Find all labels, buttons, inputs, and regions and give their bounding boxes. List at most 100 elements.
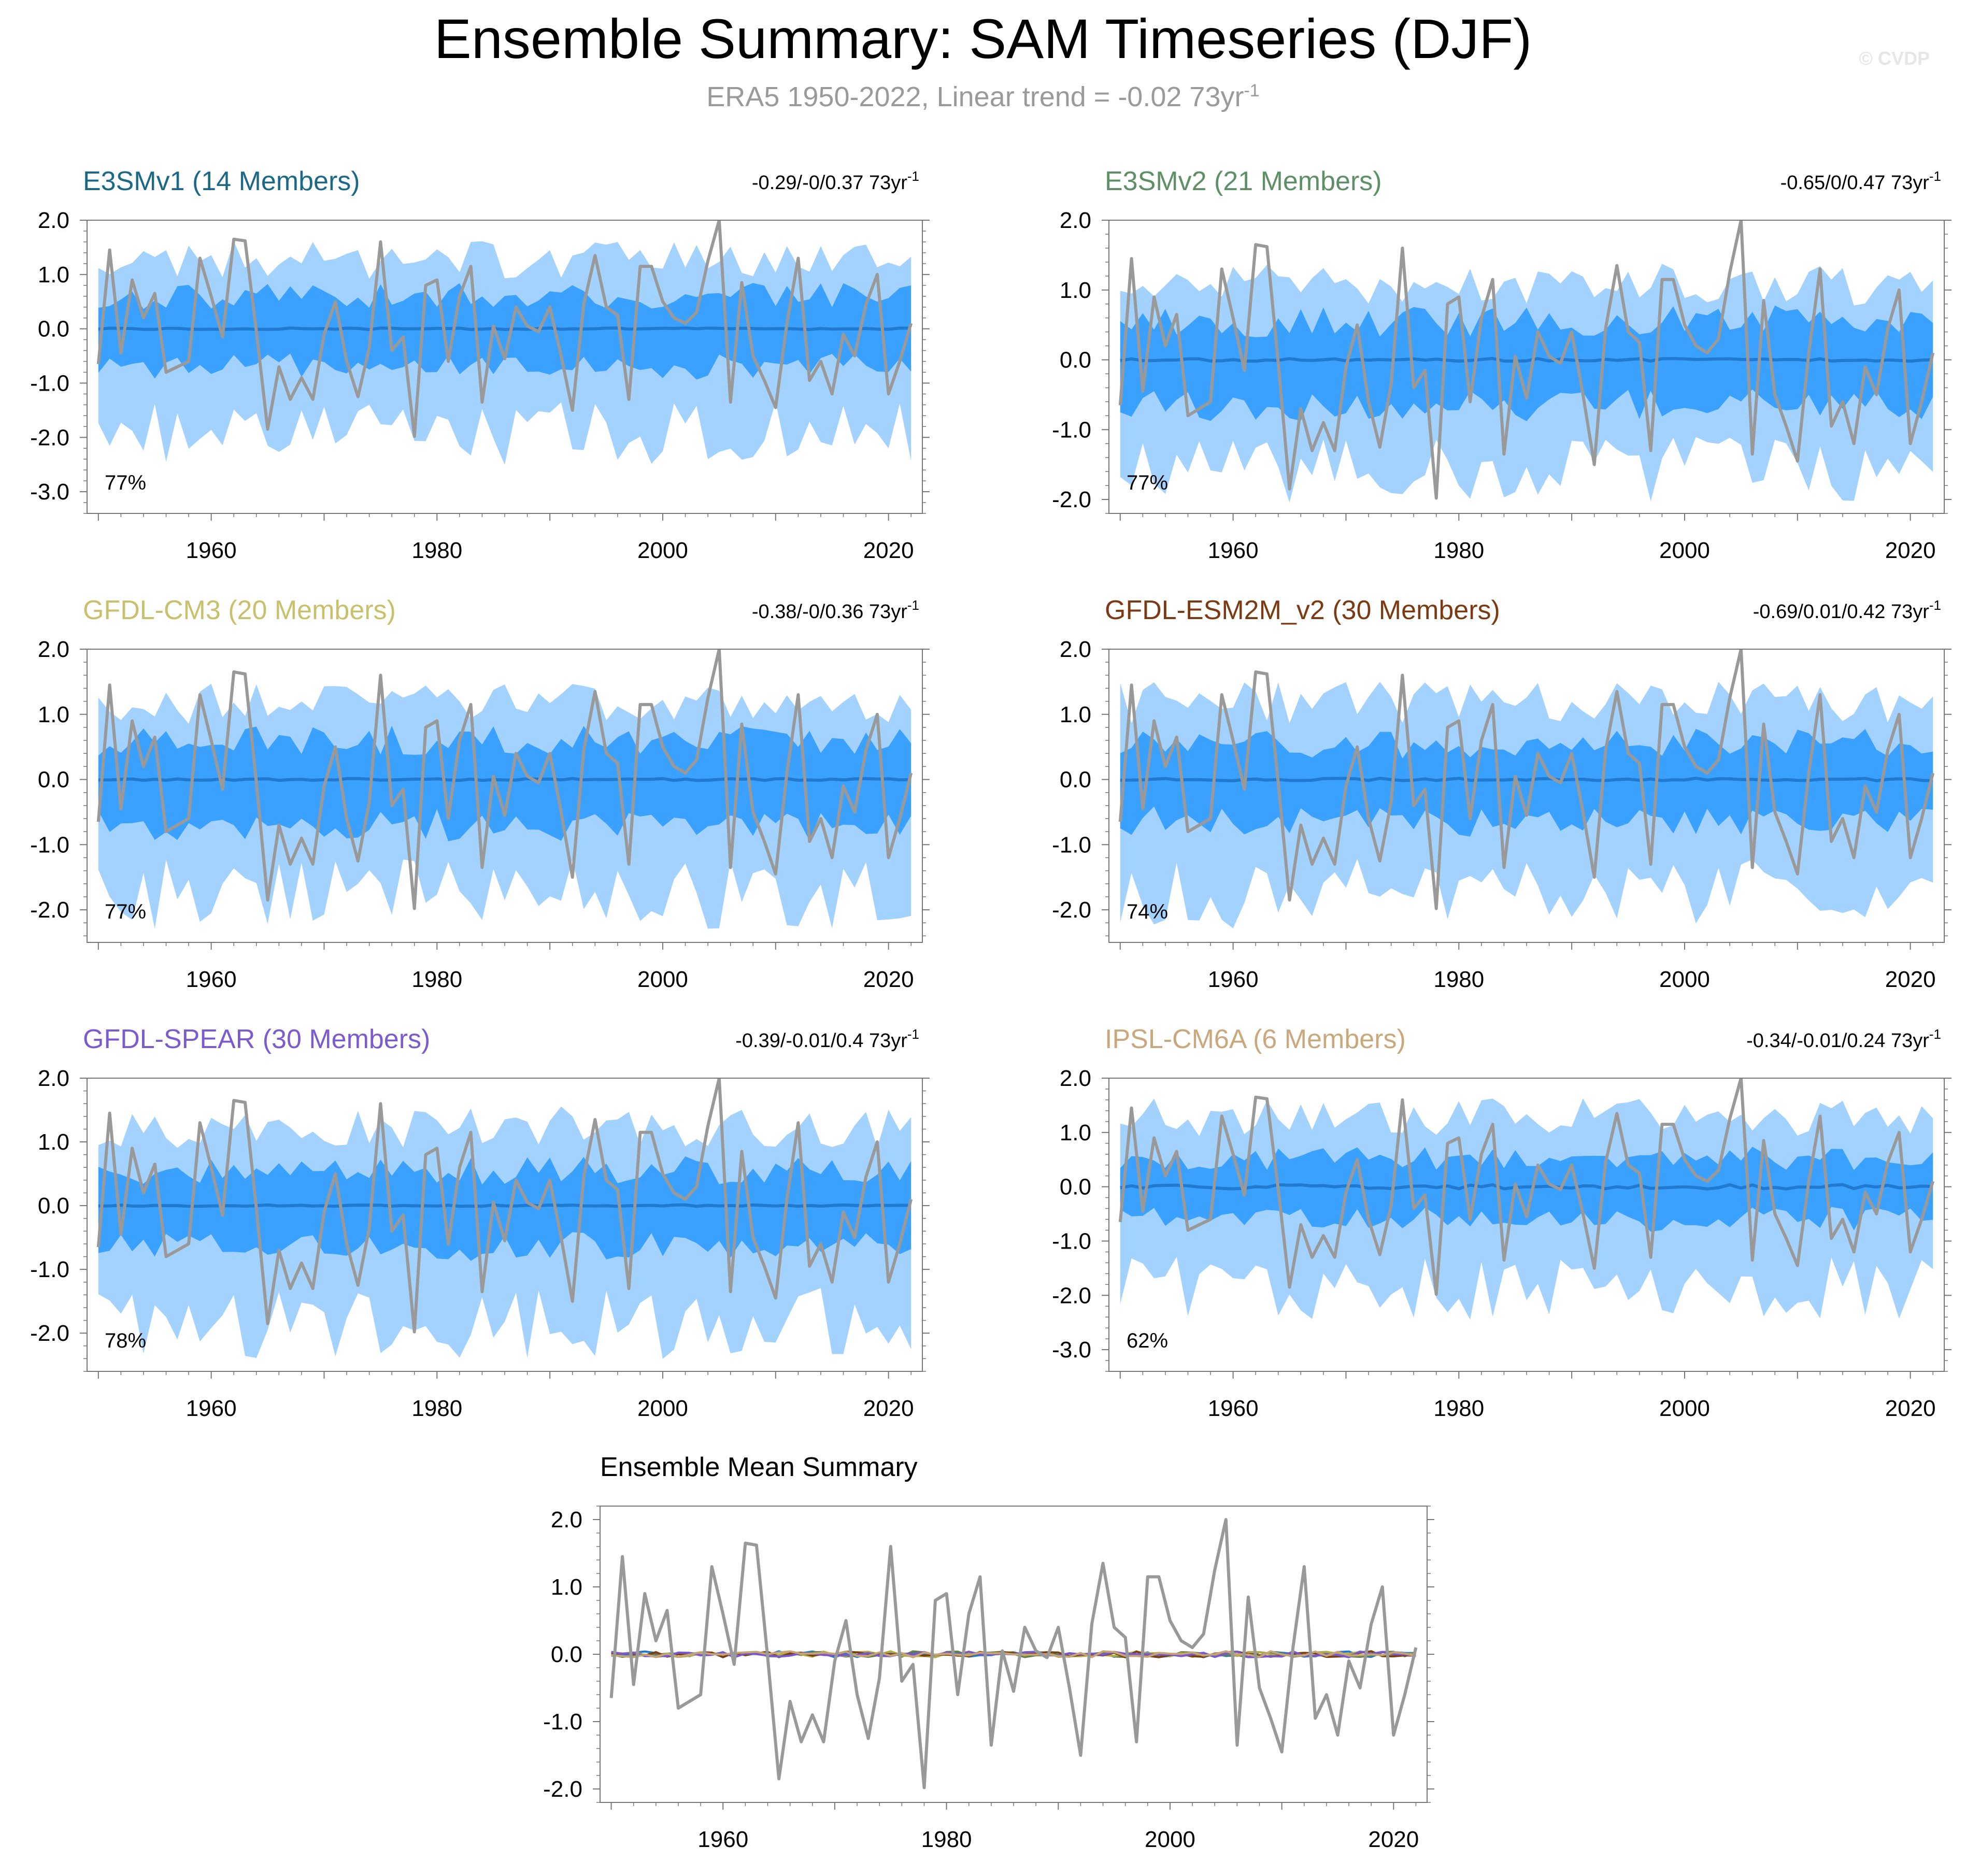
observation-line bbox=[1118, 220, 1935, 500]
x-tick-label: 2000 bbox=[637, 967, 688, 992]
figure-subtitle: ERA5 1950-2022, Linear trend = -0.02 73y… bbox=[0, 73, 1966, 115]
y-tick-label: 0.0 bbox=[38, 1193, 69, 1219]
y-axis: 2.0 1.0 0.0 -1.0 -2.0 bbox=[543, 1506, 1434, 1803]
percent-label: 78% bbox=[105, 1329, 146, 1352]
chart-e3smv2: E3SMv2 (21 Members) -0.65/0/0.47 73yr-1 2.… bbox=[1052, 166, 1951, 563]
x-tick-label: 1960 bbox=[1208, 967, 1259, 992]
x-tick-label: 1960 bbox=[186, 538, 237, 563]
y-axis: 2.0 1.0 0.0 -1.0 -2.0 bbox=[1052, 208, 1951, 514]
trend-value: -0.69/0.01/0.42 73yr bbox=[1753, 601, 1929, 623]
percent-label: 77% bbox=[105, 900, 146, 923]
x-tick-label: 2020 bbox=[1885, 538, 1936, 563]
chart-title: E3SMv1 (14 Members) bbox=[83, 166, 360, 196]
trend-superscript: -1 bbox=[1929, 168, 1941, 184]
x-tick-label: 2000 bbox=[637, 538, 688, 563]
chart-title: Ensemble Mean Summary bbox=[600, 1452, 918, 1482]
plot-area bbox=[1118, 649, 1935, 928]
y-tick-label: -3.0 bbox=[1052, 1337, 1091, 1363]
trend-superscript: -1 bbox=[1929, 597, 1941, 613]
y-tick-label: 0.0 bbox=[1060, 1175, 1091, 1200]
y-axis: 2.0 1.0 0.0 -1.0 -2.0 bbox=[30, 637, 930, 937]
y-tick-label: -2.0 bbox=[30, 425, 69, 450]
model-mean-line bbox=[611, 1650, 1416, 1658]
percent-label: 62% bbox=[1127, 1329, 1168, 1352]
x-axis: 1960 1980 2000 2020 bbox=[610, 1802, 1419, 1852]
trend-superscript: -1 bbox=[907, 168, 919, 184]
trend-value: -0.38/-0/0.36 73yr bbox=[752, 601, 907, 623]
percent-label: 77% bbox=[1127, 471, 1168, 494]
x-axis: 1960 1980 2000 2020 bbox=[97, 942, 914, 992]
y-tick-label: 1.0 bbox=[38, 702, 69, 727]
plot-area bbox=[1118, 220, 1935, 503]
x-tick-label: 1980 bbox=[1433, 967, 1484, 992]
trend-label: -0.38/-0/0.36 73yr-1 bbox=[752, 597, 919, 623]
y-axis: 2.0 1.0 0.0 -1.0 -2.0 bbox=[1052, 637, 1951, 937]
x-tick-label: 2000 bbox=[1659, 967, 1710, 992]
plot-area bbox=[96, 220, 913, 465]
y-tick-label: 0.0 bbox=[38, 767, 69, 793]
x-tick-label: 1960 bbox=[186, 1396, 237, 1421]
ensemble-mean-line bbox=[1120, 777, 1933, 783]
percent-label: 74% bbox=[1127, 900, 1168, 923]
y-tick-label: 0.0 bbox=[1060, 767, 1091, 793]
x-tick-label: 2020 bbox=[1885, 967, 1936, 992]
x-axis: 1960 1980 2000 2020 bbox=[1119, 1371, 1936, 1421]
x-tick-label: 2020 bbox=[863, 538, 914, 563]
y-tick-label: -1.0 bbox=[1052, 1228, 1091, 1254]
x-axis: 1960 1980 2000 2020 bbox=[97, 513, 914, 563]
trend-label: -0.69/0.01/0.42 73yr-1 bbox=[1753, 597, 1941, 623]
chart-gfdl-spear: GFDL-SPEAR (30 Members) -0.39/-0.01/0.4 7… bbox=[30, 1024, 930, 1421]
inner-spread-band bbox=[98, 725, 911, 841]
inner-spread-band bbox=[1120, 1147, 1933, 1232]
subtitle-superscript: -1 bbox=[1244, 81, 1260, 101]
chart-gfdl-cm3: GFDL-CM3 (20 Members) -0.38/-0/0.36 73yr-… bbox=[30, 595, 930, 992]
x-tick-label: 2000 bbox=[1659, 538, 1710, 563]
chart-title: E3SMv2 (21 Members) bbox=[1105, 166, 1382, 196]
chart-ipsl-cm6a: IPSL-CM6A (6 Members) -0.34/-0.01/0.24 73… bbox=[1052, 1024, 1951, 1421]
chart-title: GFDL-CM3 (20 Members) bbox=[83, 595, 396, 625]
trend-superscript: -1 bbox=[907, 597, 919, 613]
y-tick-label: 0.0 bbox=[551, 1642, 582, 1667]
ensemble-mean-line bbox=[1120, 1183, 1933, 1191]
x-tick-label: 1980 bbox=[411, 1396, 462, 1421]
inner-spread-band bbox=[1120, 728, 1933, 837]
y-tick-label: -1.0 bbox=[543, 1709, 582, 1735]
x-axis: 1960 1980 2000 2020 bbox=[97, 1371, 914, 1421]
x-tick-label: 2020 bbox=[1885, 1396, 1936, 1421]
y-axis: 2.0 1.0 0.0 -1.0 -2.0 bbox=[30, 1066, 930, 1372]
y-tick-label: -1.0 bbox=[1052, 832, 1091, 857]
x-axis: 1960 1980 2000 2020 bbox=[1119, 513, 1936, 563]
percent-label: 77% bbox=[105, 471, 146, 494]
y-tick-label: -1.0 bbox=[30, 832, 69, 857]
x-tick-label: 1960 bbox=[1208, 1396, 1259, 1421]
x-tick-label: 1960 bbox=[1208, 538, 1259, 563]
trend-label: -0.29/-0/0.37 73yr-1 bbox=[752, 168, 919, 194]
x-tick-label: 2020 bbox=[863, 967, 914, 992]
y-tick-label: 2.0 bbox=[1060, 637, 1091, 662]
y-tick-label: -2.0 bbox=[30, 897, 69, 923]
y-tick-label: 2.0 bbox=[38, 1066, 69, 1091]
plot-area bbox=[96, 1078, 913, 1359]
y-tick-label: 2.0 bbox=[38, 637, 69, 662]
y-tick-label: -1.0 bbox=[30, 1257, 69, 1282]
inner-spread-band bbox=[98, 283, 911, 380]
y-tick-label: -1.0 bbox=[1052, 417, 1091, 442]
plot-area bbox=[609, 1518, 1418, 1789]
y-tick-label: 1.0 bbox=[1060, 278, 1091, 303]
x-tick-label: 2000 bbox=[1659, 1396, 1710, 1421]
x-tick-label: 1980 bbox=[411, 967, 462, 992]
observation-line bbox=[1118, 649, 1935, 910]
plot-area bbox=[96, 649, 913, 929]
x-tick-label: 2000 bbox=[1145, 1827, 1195, 1852]
y-tick-label: 2.0 bbox=[551, 1507, 582, 1533]
y-tick-label: -2.0 bbox=[543, 1777, 582, 1802]
y-axis: 2.0 1.0 0.0 -1.0 -2.0 -3.0 bbox=[1052, 1066, 1951, 1372]
plot-area bbox=[1118, 1078, 1935, 1320]
chart-e3smv1: E3SMv1 (14 Members) -0.29/-0/0.37 73yr-1 2… bbox=[30, 166, 930, 563]
ensemble-mean-line bbox=[1120, 356, 1933, 363]
x-tick-label: 1980 bbox=[1433, 538, 1484, 563]
trend-superscript: -1 bbox=[1929, 1026, 1941, 1042]
subtitle-text: ERA5 1950-2022, Linear trend = -0.02 73y… bbox=[706, 81, 1244, 112]
trend-value: -0.29/-0/0.37 73yr bbox=[752, 172, 907, 194]
